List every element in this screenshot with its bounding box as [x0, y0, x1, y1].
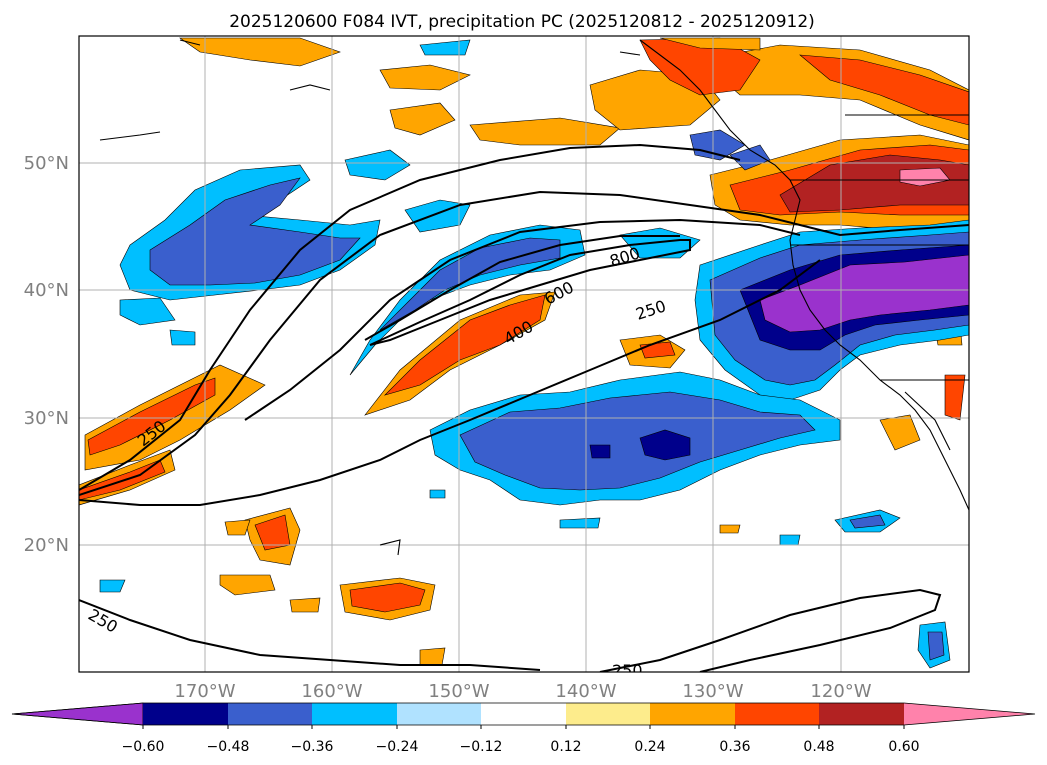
- colorbar-segment: [735, 703, 819, 725]
- graticule: [79, 36, 969, 672]
- colorbar-segment: [650, 703, 735, 725]
- lon-label-120w: 120°W: [810, 681, 871, 702]
- colorbar-segment: [566, 703, 650, 725]
- lon-labels: 170°W 160°W 150°W 140°W 130°W 120°W: [174, 681, 871, 702]
- ivt-contour-250-se: [599, 588, 942, 672]
- colorbar-segment: [819, 703, 904, 725]
- ivt-contour-800: [369, 239, 691, 346]
- colorbar-tick-label: 0.36: [719, 739, 750, 755]
- colorbar-segment: [397, 703, 481, 725]
- map-frame: [78, 35, 970, 673]
- colorbar-segment: [312, 703, 397, 725]
- colorbar-ticks: −0.60 −0.48 −0.36 −0.24 −0.12 0.12 0.24 …: [122, 739, 920, 755]
- colorbar-tick-label: −0.60: [122, 739, 165, 755]
- ivt-contour-600: [364, 235, 680, 341]
- ivt-contour-250-south-loop: [79, 259, 821, 506]
- colorbar-tick-label: −0.36: [291, 739, 334, 755]
- colorbar-tick-label: 0.48: [803, 739, 834, 755]
- figure-title: 2025120600 F084 IVT, precipitation PC (2…: [229, 12, 815, 32]
- colorbar-tick-label: 0.24: [634, 739, 665, 755]
- precip-positive-shading: [79, 37, 969, 666]
- lat-label-40n: 40°N: [24, 280, 69, 301]
- ivt-contour-250-main: [79, 190, 969, 496]
- colorbar-extend-low: [11, 702, 144, 726]
- map-area: 800 600 400 250 250 250 250: [79, 36, 969, 680]
- lon-label-140w: 140°W: [555, 681, 616, 702]
- ivt-contour-250-lower: [79, 599, 541, 671]
- lat-label-30n: 30°N: [24, 408, 69, 429]
- colorbar-segment: [228, 703, 312, 725]
- colorbar-extend-high: [904, 703, 1035, 725]
- colorbar-segment: [481, 703, 566, 725]
- lon-label-130w: 130°W: [682, 681, 743, 702]
- ivt-contour-250-north: [79, 143, 741, 491]
- colorbar-tick-label: 0.12: [550, 739, 581, 755]
- colorbar-segment: [143, 703, 228, 725]
- colorbar-tick-label: 0.60: [888, 739, 919, 755]
- lon-label-150w: 150°W: [428, 681, 489, 702]
- lon-label-160w: 160°W: [301, 681, 362, 702]
- ivt-label-250-south: 250: [612, 661, 643, 680]
- colorbar-tick-label: −0.12: [460, 739, 503, 755]
- precip-negative-shading: [99, 39, 969, 669]
- colorbar-tick-label: −0.48: [207, 739, 250, 755]
- lat-label-50n: 50°N: [24, 153, 69, 174]
- lon-label-170w: 170°W: [174, 681, 235, 702]
- ivt-contour-400: [244, 218, 801, 421]
- lat-labels: 50°N 40°N 30°N 20°N: [24, 153, 69, 556]
- lat-label-20n: 20°N: [24, 535, 69, 556]
- ivt-contours: [79, 143, 969, 672]
- colorbar: [11, 702, 1036, 729]
- colorbar-tick-label: −0.24: [376, 739, 419, 755]
